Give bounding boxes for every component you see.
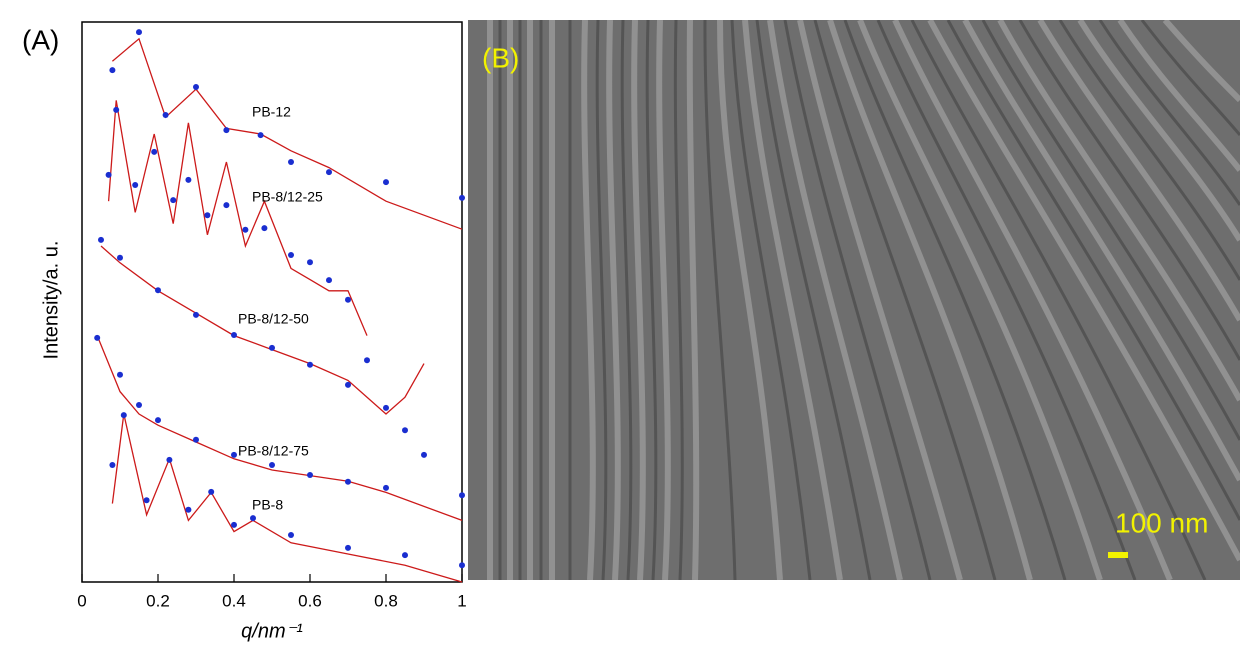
x-axis-label: q/nm⁻¹ [241, 620, 303, 642]
data-point [155, 417, 161, 424]
data-point [269, 461, 275, 468]
data-point [307, 472, 313, 479]
data-point [109, 461, 116, 468]
data-point [162, 111, 169, 118]
data-point [307, 361, 313, 368]
data-point [155, 287, 161, 294]
fit-line [100, 245, 425, 415]
data-point [250, 515, 256, 522]
data-point [345, 478, 351, 485]
data-point [136, 29, 142, 36]
curve-label: PB-12 [252, 104, 291, 120]
x-tick-label: 0.4 [222, 591, 246, 610]
data-point [402, 427, 408, 434]
data-point [193, 83, 199, 90]
data-point [223, 202, 230, 209]
data-point [117, 371, 123, 378]
data-point [242, 226, 249, 233]
x-tick-label: 0.6 [298, 591, 322, 610]
curve-label: PB-8 [252, 497, 283, 513]
data-point [208, 488, 215, 495]
x-tick-label: 0.8 [374, 591, 398, 610]
data-point [326, 277, 332, 284]
data-point [132, 181, 139, 188]
fit-line [107, 100, 368, 336]
data-point [257, 132, 264, 139]
x-tick-label: 0 [77, 591, 86, 610]
data-point [269, 344, 275, 351]
data-point [231, 332, 237, 339]
scale-bar [1108, 552, 1128, 558]
data-point [113, 106, 120, 113]
data-point [383, 484, 389, 491]
curve-label: PB-8/12-75 [238, 443, 309, 459]
data-point [459, 562, 465, 569]
data-point [326, 169, 332, 176]
data-point [288, 159, 294, 165]
y-axis-label: Intensity/a. u. [40, 241, 62, 360]
scale-bar-label: 100 nm [1115, 507, 1208, 538]
plot-frame [81, 21, 463, 583]
data-point [120, 412, 127, 419]
fit-line [96, 335, 463, 522]
sem-image [468, 20, 1240, 580]
data-point [204, 212, 211, 219]
data-point [307, 259, 313, 266]
data-point [136, 402, 142, 409]
data-point [231, 521, 237, 528]
data-point [151, 148, 158, 155]
data-point [288, 251, 294, 258]
fit-line [111, 413, 463, 583]
data-point [345, 381, 351, 388]
data-point [231, 451, 237, 458]
data-point [193, 436, 199, 443]
data-point [166, 456, 173, 463]
data-point [261, 225, 268, 232]
data-point [364, 357, 370, 364]
data-point [383, 404, 389, 411]
fit-line [111, 37, 463, 230]
data-point [288, 531, 294, 538]
data-point [117, 254, 123, 261]
data-point [109, 67, 116, 74]
data-point [105, 171, 112, 178]
data-point [421, 451, 427, 458]
data-point [345, 544, 351, 551]
panel-label: (A) [22, 24, 59, 55]
data-point [459, 194, 465, 201]
data-point [193, 311, 199, 318]
data-point [94, 334, 101, 341]
panel-label: (B) [482, 42, 519, 73]
data-point [185, 506, 192, 513]
curve-label: PB-8/12-25 [252, 189, 323, 205]
curve-label: PB-8/12-50 [238, 311, 309, 327]
x-tick-label: 0.2 [146, 591, 170, 610]
data-point [170, 197, 177, 204]
data-point [383, 179, 389, 186]
data-point [345, 296, 351, 303]
data-point [98, 236, 104, 243]
x-tick-label: 1 [457, 591, 466, 610]
data-point [459, 492, 465, 499]
data-point [185, 176, 192, 183]
data-point [402, 552, 408, 559]
data-point [143, 497, 150, 504]
data-point [223, 127, 230, 134]
